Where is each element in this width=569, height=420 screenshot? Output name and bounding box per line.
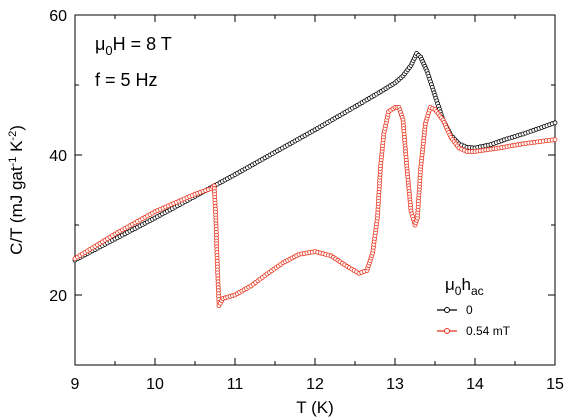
legend-label-series-1: 0.54 mT	[466, 324, 511, 338]
legend-marker-series-0	[444, 307, 450, 313]
x-tick-label: 14	[466, 376, 484, 393]
data-point	[552, 137, 558, 143]
legend-label-series-0: 0	[466, 303, 473, 317]
x-tick-label: 13	[386, 376, 404, 393]
x-tick-label: 10	[146, 376, 164, 393]
x-axis-title: T (K)	[296, 398, 333, 417]
y-tick-label: 40	[49, 148, 67, 165]
legend: μ0hac 0 0.54 mT	[437, 275, 511, 338]
series-0	[72, 51, 558, 263]
series-line-1	[74, 106, 556, 308]
field-annotation: μ0H = 8 T	[95, 34, 172, 58]
series-1	[72, 105, 558, 308]
x-tick-label: 9	[71, 376, 80, 393]
x-tick-label: 11	[227, 376, 244, 393]
frequency-annotation: f = 5 Hz	[95, 70, 158, 90]
y-axis-title: C/T (mJ gat-1 K-2)	[7, 125, 26, 255]
x-tick-label: 12	[306, 376, 324, 393]
plot-frame	[74, 14, 556, 366]
y-tick-label: 20	[49, 288, 67, 305]
series-layer	[72, 51, 558, 308]
y-tick-label: 60	[49, 8, 67, 25]
x-tick-label: 15	[546, 376, 564, 393]
axis-ticks: 9 10 11 12 13 14 15 20 40 60	[49, 8, 564, 393]
legend-marker-series-1	[444, 328, 450, 334]
legend-title: μ0hac	[445, 275, 484, 298]
data-point	[552, 120, 558, 126]
